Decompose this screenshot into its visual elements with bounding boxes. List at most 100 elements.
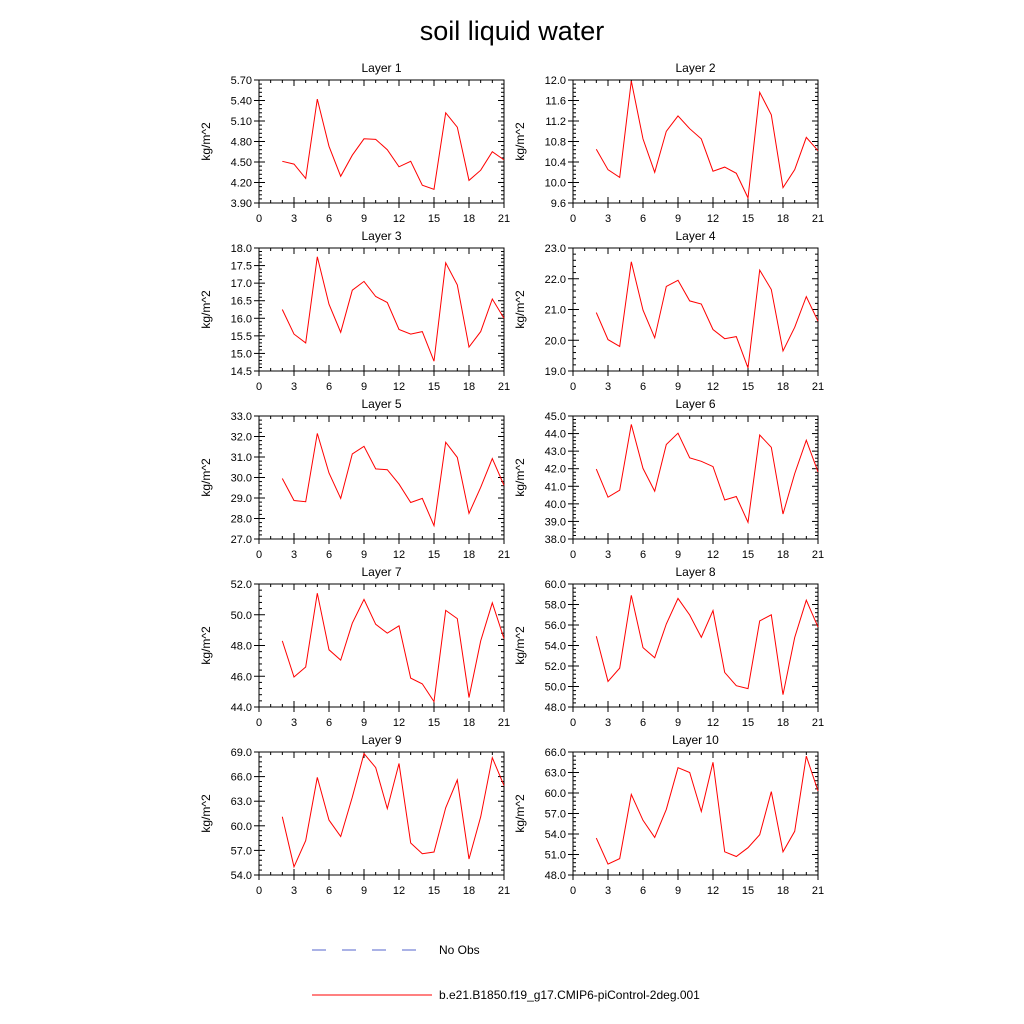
panel-title: Layer 4 <box>675 229 715 243</box>
y-tick-label: 57.0 <box>545 809 566 821</box>
panel-layer-6: Layer 6 0 3 6 9 12 15 18 21 38.0 39.0 40.0 41.0 42.0 4… <box>513 397 824 561</box>
panel-layer-3: Layer 3 0 3 6 9 12 15 18 21 14.5 15.0 15.5 16.0 16.5 1… <box>199 229 510 393</box>
x-tick-label: 12 <box>393 381 405 393</box>
y-tick-label: 60.0 <box>231 821 252 833</box>
y-axis-label: kg/m^2 <box>513 626 527 665</box>
x-tick-label: 6 <box>640 381 646 393</box>
series-line <box>595 261 819 369</box>
y-tick-label: 14.5 <box>231 366 252 378</box>
x-tick-label: 21 <box>498 717 510 729</box>
x-tick-label: 3 <box>291 213 297 225</box>
x-tick-label: 15 <box>742 549 754 561</box>
x-tick-label: 0 <box>570 549 576 561</box>
y-axis-label: kg/m^2 <box>199 122 213 161</box>
panel-layer-8: Layer 8 0 3 6 9 12 15 18 21 48.0 50.0 52.0 54.0 56.0 5… <box>513 565 824 729</box>
panel-title: Layer 8 <box>675 565 715 579</box>
y-axis-label: kg/m^2 <box>199 626 213 665</box>
x-tick-label: 21 <box>498 549 510 561</box>
x-tick-label: 21 <box>812 717 824 729</box>
x-tick-label: 15 <box>428 885 440 897</box>
panel-title: Layer 2 <box>675 61 715 75</box>
x-tick-label: 12 <box>707 549 719 561</box>
y-tick-label: 19.0 <box>545 366 566 378</box>
y-tick-label: 5.10 <box>231 116 252 128</box>
plot-frame <box>258 247 505 372</box>
panel-layer-7: Layer 7 0 3 6 9 12 15 18 21 44.0 46.0 48.0 50.0 52.0 k… <box>199 565 510 729</box>
series-line <box>281 256 505 362</box>
y-tick-label: 60.0 <box>545 579 566 591</box>
series-line <box>281 433 505 528</box>
y-tick-label: 27.0 <box>231 534 252 546</box>
x-tick-label: 0 <box>256 549 262 561</box>
legend: No Obs b.e21.B1850.f19_g17.CMIP6-piContr… <box>312 943 700 1002</box>
x-tick-label: 3 <box>291 717 297 729</box>
y-tick-label: 18.0 <box>231 243 252 255</box>
x-tick-label: 18 <box>777 717 789 729</box>
y-axis-label: kg/m^2 <box>513 122 527 161</box>
x-tick-label: 21 <box>812 549 824 561</box>
x-tick-label: 0 <box>570 885 576 897</box>
y-tick-label: 43.0 <box>545 446 566 458</box>
y-tick-label: 48.0 <box>545 870 566 882</box>
panel-layer-1: Layer 1 0 3 6 9 12 15 18 21 3.90 4.20 4.50 4.80 5.10 5… <box>199 61 510 225</box>
x-tick-label: 21 <box>498 381 510 393</box>
plot-frame <box>572 583 819 708</box>
y-tick-label: 50.0 <box>545 682 566 694</box>
series-line <box>281 752 505 869</box>
x-tick-label: 9 <box>361 549 367 561</box>
legend-no-obs-label: No Obs <box>439 943 480 957</box>
x-tick-label: 0 <box>256 381 262 393</box>
y-tick-label: 69.0 <box>231 747 252 759</box>
x-tick-label: 18 <box>463 717 475 729</box>
plot-frame <box>258 415 505 540</box>
y-tick-label: 31.0 <box>231 452 252 464</box>
x-tick-label: 6 <box>326 381 332 393</box>
x-tick-label: 18 <box>463 381 475 393</box>
y-tick-label: 28.0 <box>231 514 252 526</box>
y-tick-label: 29.0 <box>231 493 252 505</box>
y-tick-label: 46.0 <box>231 671 252 683</box>
y-tick-label: 63.0 <box>231 796 252 808</box>
x-tick-label: 15 <box>428 549 440 561</box>
y-tick-label: 15.5 <box>231 331 252 343</box>
x-tick-label: 9 <box>675 381 681 393</box>
y-axis-label: kg/m^2 <box>199 794 213 833</box>
x-tick-label: 9 <box>361 213 367 225</box>
x-tick-label: 0 <box>256 213 262 225</box>
y-tick-label: 21.0 <box>545 305 566 317</box>
y-tick-label: 39.0 <box>545 516 566 528</box>
x-tick-label: 12 <box>707 381 719 393</box>
y-tick-label: 58.0 <box>545 600 566 612</box>
series-line <box>595 755 819 865</box>
x-tick-label: 15 <box>428 381 440 393</box>
y-tick-label: 54.0 <box>545 829 566 841</box>
x-tick-label: 12 <box>707 885 719 897</box>
y-tick-label: 38.0 <box>545 534 566 546</box>
y-tick-label: 52.0 <box>231 579 252 591</box>
y-tick-label: 41.0 <box>545 481 566 493</box>
y-tick-label: 66.0 <box>545 747 566 759</box>
x-tick-label: 3 <box>291 381 297 393</box>
x-tick-label: 15 <box>428 717 440 729</box>
y-tick-label: 54.0 <box>545 641 566 653</box>
plot-frame <box>258 79 505 204</box>
y-tick-label: 57.0 <box>231 845 252 857</box>
x-tick-label: 9 <box>361 885 367 897</box>
y-tick-label: 4.80 <box>231 137 252 149</box>
x-tick-label: 3 <box>605 213 611 225</box>
y-tick-label: 15.0 <box>231 348 252 360</box>
panel-grid: Layer 10 3 6 9 12 15 18 213.904.204.504.805.105… <box>199 61 824 897</box>
y-tick-label: 44.0 <box>545 429 566 441</box>
y-tick-label: 42.0 <box>545 464 566 476</box>
series-line <box>595 595 819 695</box>
y-tick-label: 63.0 <box>545 768 566 780</box>
x-tick-label: 6 <box>326 717 332 729</box>
x-tick-label: 3 <box>605 549 611 561</box>
y-axis-label: kg/m^2 <box>513 458 527 497</box>
y-tick-label: 44.0 <box>231 702 252 714</box>
x-tick-label: 6 <box>640 885 646 897</box>
x-tick-label: 12 <box>393 549 405 561</box>
y-tick-label: 60.0 <box>545 788 566 800</box>
x-tick-label: 0 <box>570 213 576 225</box>
